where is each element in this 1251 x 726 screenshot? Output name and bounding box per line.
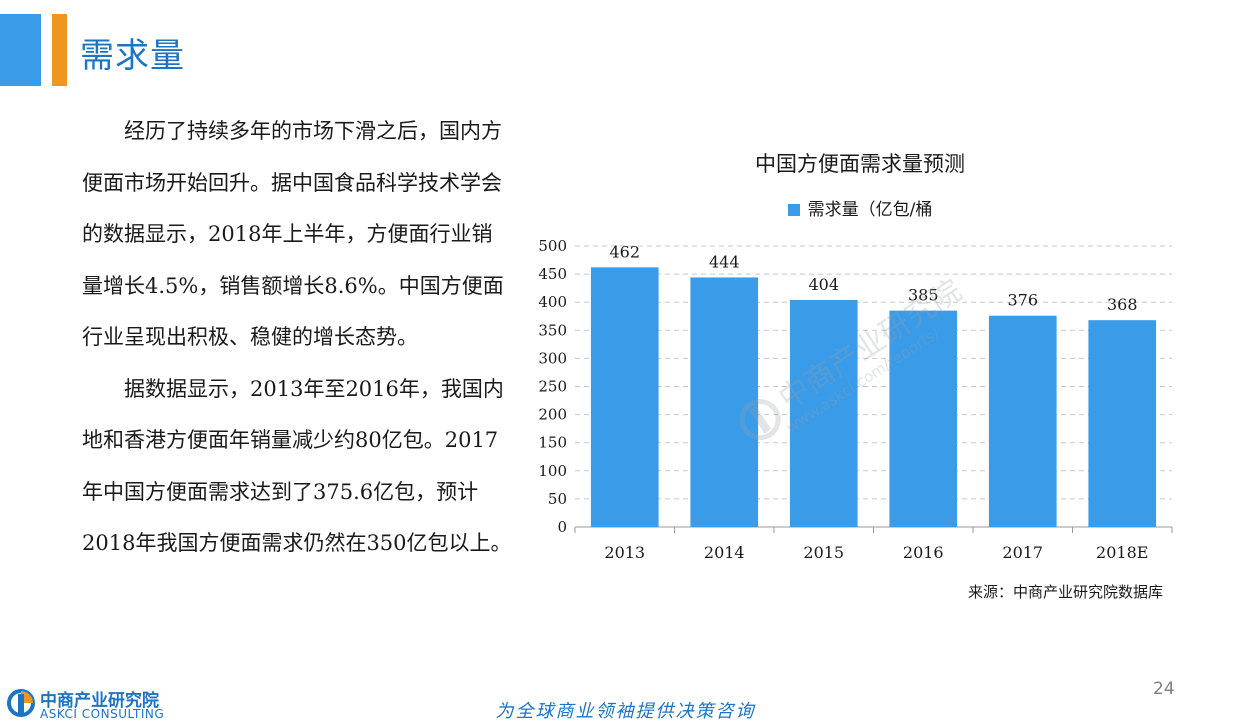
y-tick-label: 100: [538, 462, 567, 480]
paragraph-1: 经历了持续多年的市场下滑之后，国内方便面市场开始回升。据中国食品科学技术学会的数…: [82, 119, 504, 349]
bar: [789, 299, 858, 527]
data-label: 376: [1007, 291, 1038, 310]
x-tick-label: 2013: [604, 543, 645, 562]
y-tick-label: 0: [557, 518, 567, 536]
data-label: 404: [808, 275, 839, 294]
accent-bar-orange: [52, 14, 67, 86]
y-tick-label: 250: [538, 378, 567, 396]
x-tick-label: 2017: [1002, 543, 1043, 562]
data-label: 368: [1107, 295, 1138, 314]
logo-text-en: ASKCI CONSULTING: [40, 707, 165, 721]
logo-icon: [7, 689, 35, 717]
y-tick-label: 450: [538, 265, 567, 283]
chart-source: 来源：中商产业研究院数据库: [968, 583, 1164, 601]
chart-title: 中国方便面需求量预测: [755, 152, 965, 176]
y-tick-label: 350: [538, 321, 567, 339]
y-tick-label: 400: [538, 293, 567, 311]
bar: [988, 315, 1057, 527]
bar: [889, 310, 958, 527]
y-tick-label: 150: [538, 434, 567, 452]
section-title: 需求量: [80, 36, 185, 76]
footer-tagline: 为全球商业领袖提供决策咨询: [495, 701, 756, 722]
logo-text-cn: 中商产业研究院: [40, 691, 159, 711]
chart: 中国方便面需求量预测 需求量（亿包/桶 0 50 100 150 200 250 300 35…: [520, 140, 1200, 610]
y-tick-label: 200: [538, 406, 567, 424]
x-tick-label: 2018E: [1096, 543, 1148, 562]
x-tick-label: 2016: [903, 543, 944, 562]
paragraph-2: 据数据显示，2013年至2016年，我国内地和香港方便面年销量减少约80亿包。2…: [82, 376, 512, 556]
data-label: 444: [709, 252, 740, 271]
legend-swatch: [787, 204, 800, 216]
bar: [690, 277, 759, 527]
bar: [590, 267, 659, 527]
x-tick-label: 2014: [704, 543, 745, 562]
x-tick-label: 2015: [803, 543, 844, 562]
data-label: 385: [908, 286, 939, 305]
company-logo: 中商产业研究院 ASKCI CONSULTING: [6, 684, 176, 724]
y-tick-label: 500: [538, 237, 567, 255]
chart-plot: 0 50 100 150 200 250 300 350 400 450 500 462 2013 444…: [538, 237, 1173, 562]
body-text: 经历了持续多年的市场下滑之后，国内方便面市场开始回升。据中国食品科学技术学会的数…: [82, 106, 512, 570]
chart-legend: 需求量（亿包/桶: [520, 195, 1200, 220]
legend-label: 需求量（亿包/桶: [807, 200, 933, 220]
page-number: 24: [1153, 679, 1175, 699]
y-tick-label: 50: [548, 490, 567, 508]
accent-bar-blue: [0, 14, 41, 86]
bar: [1088, 320, 1157, 527]
y-tick-label: 300: [538, 349, 567, 367]
data-label: 462: [609, 242, 640, 261]
